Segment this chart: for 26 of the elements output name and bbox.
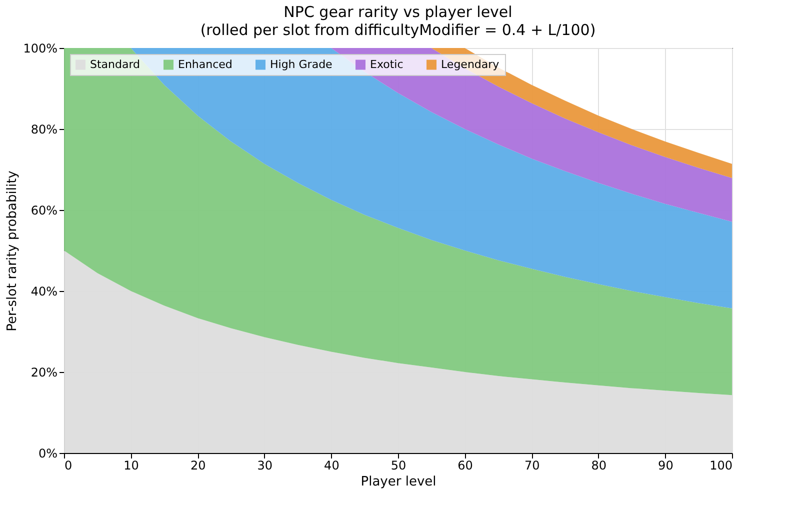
x-tick-label: 60: [458, 458, 473, 472]
x-axis-title: Player level: [360, 474, 436, 490]
x-tick-label: 100: [710, 458, 732, 472]
legend-label: High Grade: [270, 58, 333, 71]
legend-label: Enhanced: [178, 58, 232, 71]
x-tick-label: 10: [124, 458, 139, 472]
y-tick-label: 60%: [30, 204, 58, 218]
x-tick-label: 40: [324, 458, 340, 472]
y-tick-label: 80%: [30, 122, 58, 136]
x-tick-label: 70: [524, 458, 540, 472]
y-tick-label: 20%: [30, 366, 58, 380]
x-tick-label: 30: [257, 458, 273, 472]
x-tick-label: 50: [390, 458, 406, 472]
legend-label: Exotic: [370, 58, 404, 71]
y-tick-label: 40%: [30, 284, 58, 298]
chart-subtitle: (rolled per slot from difficultyModifier = 0.4 + L/100): [200, 21, 596, 39]
y-axis-title: Per-slot rarity probability: [5, 170, 20, 332]
chart-title: NPC gear rarity vs player level: [284, 3, 512, 21]
legend-label: Legendary: [441, 58, 500, 71]
x-tick-label: 80: [591, 458, 607, 472]
x-tick-label: 90: [658, 458, 674, 472]
legend-label: Standard: [90, 58, 140, 71]
y-tick-label: 0%: [38, 446, 58, 460]
y-tick-label: 100%: [23, 42, 58, 56]
x-tick-label: 20: [190, 458, 206, 472]
x-tick-label: 0: [64, 458, 72, 472]
